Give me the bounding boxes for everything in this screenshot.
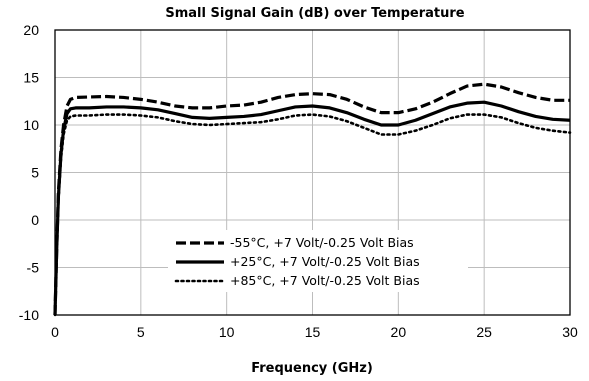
- chart-title: Small Signal Gain (dB) over Temperature: [165, 6, 464, 21]
- legend-label-plus85: +85°C, +7 Volt/-0.25 Volt Bias: [230, 273, 420, 288]
- x-tick-label: 10: [219, 324, 235, 340]
- series-line-dotted: [53, 113, 572, 317]
- series-line-dashed: [53, 82, 570, 316]
- y-tick-label: 10: [23, 117, 39, 133]
- x-tick-label: 30: [562, 324, 578, 340]
- y-tick-label: 15: [23, 70, 39, 86]
- y-tick-label: 5: [31, 165, 39, 181]
- legend-label-minus55: -55°C, +7 Volt/-0.25 Volt Bias: [230, 235, 414, 250]
- y-axis-ticks: -10 -5 0 5 10 15 20: [19, 22, 39, 323]
- series-line-solid: [53, 100, 571, 316]
- y-tick-label: 20: [23, 22, 39, 38]
- y-tick-label: -10: [19, 307, 39, 323]
- legend-label-plus25: +25°C, +7 Volt/-0.25 Volt Bias: [230, 254, 420, 269]
- y-tick-label: -5: [27, 260, 40, 276]
- x-tick-label: 5: [137, 324, 145, 340]
- legend: -55°C, +7 Volt/-0.25 Volt Bias +25°C, +7…: [168, 230, 468, 292]
- x-tick-label: 25: [476, 324, 492, 340]
- plot-frame: [54, 29, 571, 316]
- y-tick-label: 0: [31, 212, 39, 228]
- x-tick-label: 0: [51, 324, 59, 340]
- x-tick-label: 15: [305, 324, 321, 340]
- x-axis-ticks: 0 5 10 15 20 25 30: [51, 324, 578, 340]
- series-layer: [53, 82, 572, 317]
- x-tick-label: 20: [391, 324, 407, 340]
- x-axis-label: Frequency (GHz): [251, 361, 373, 376]
